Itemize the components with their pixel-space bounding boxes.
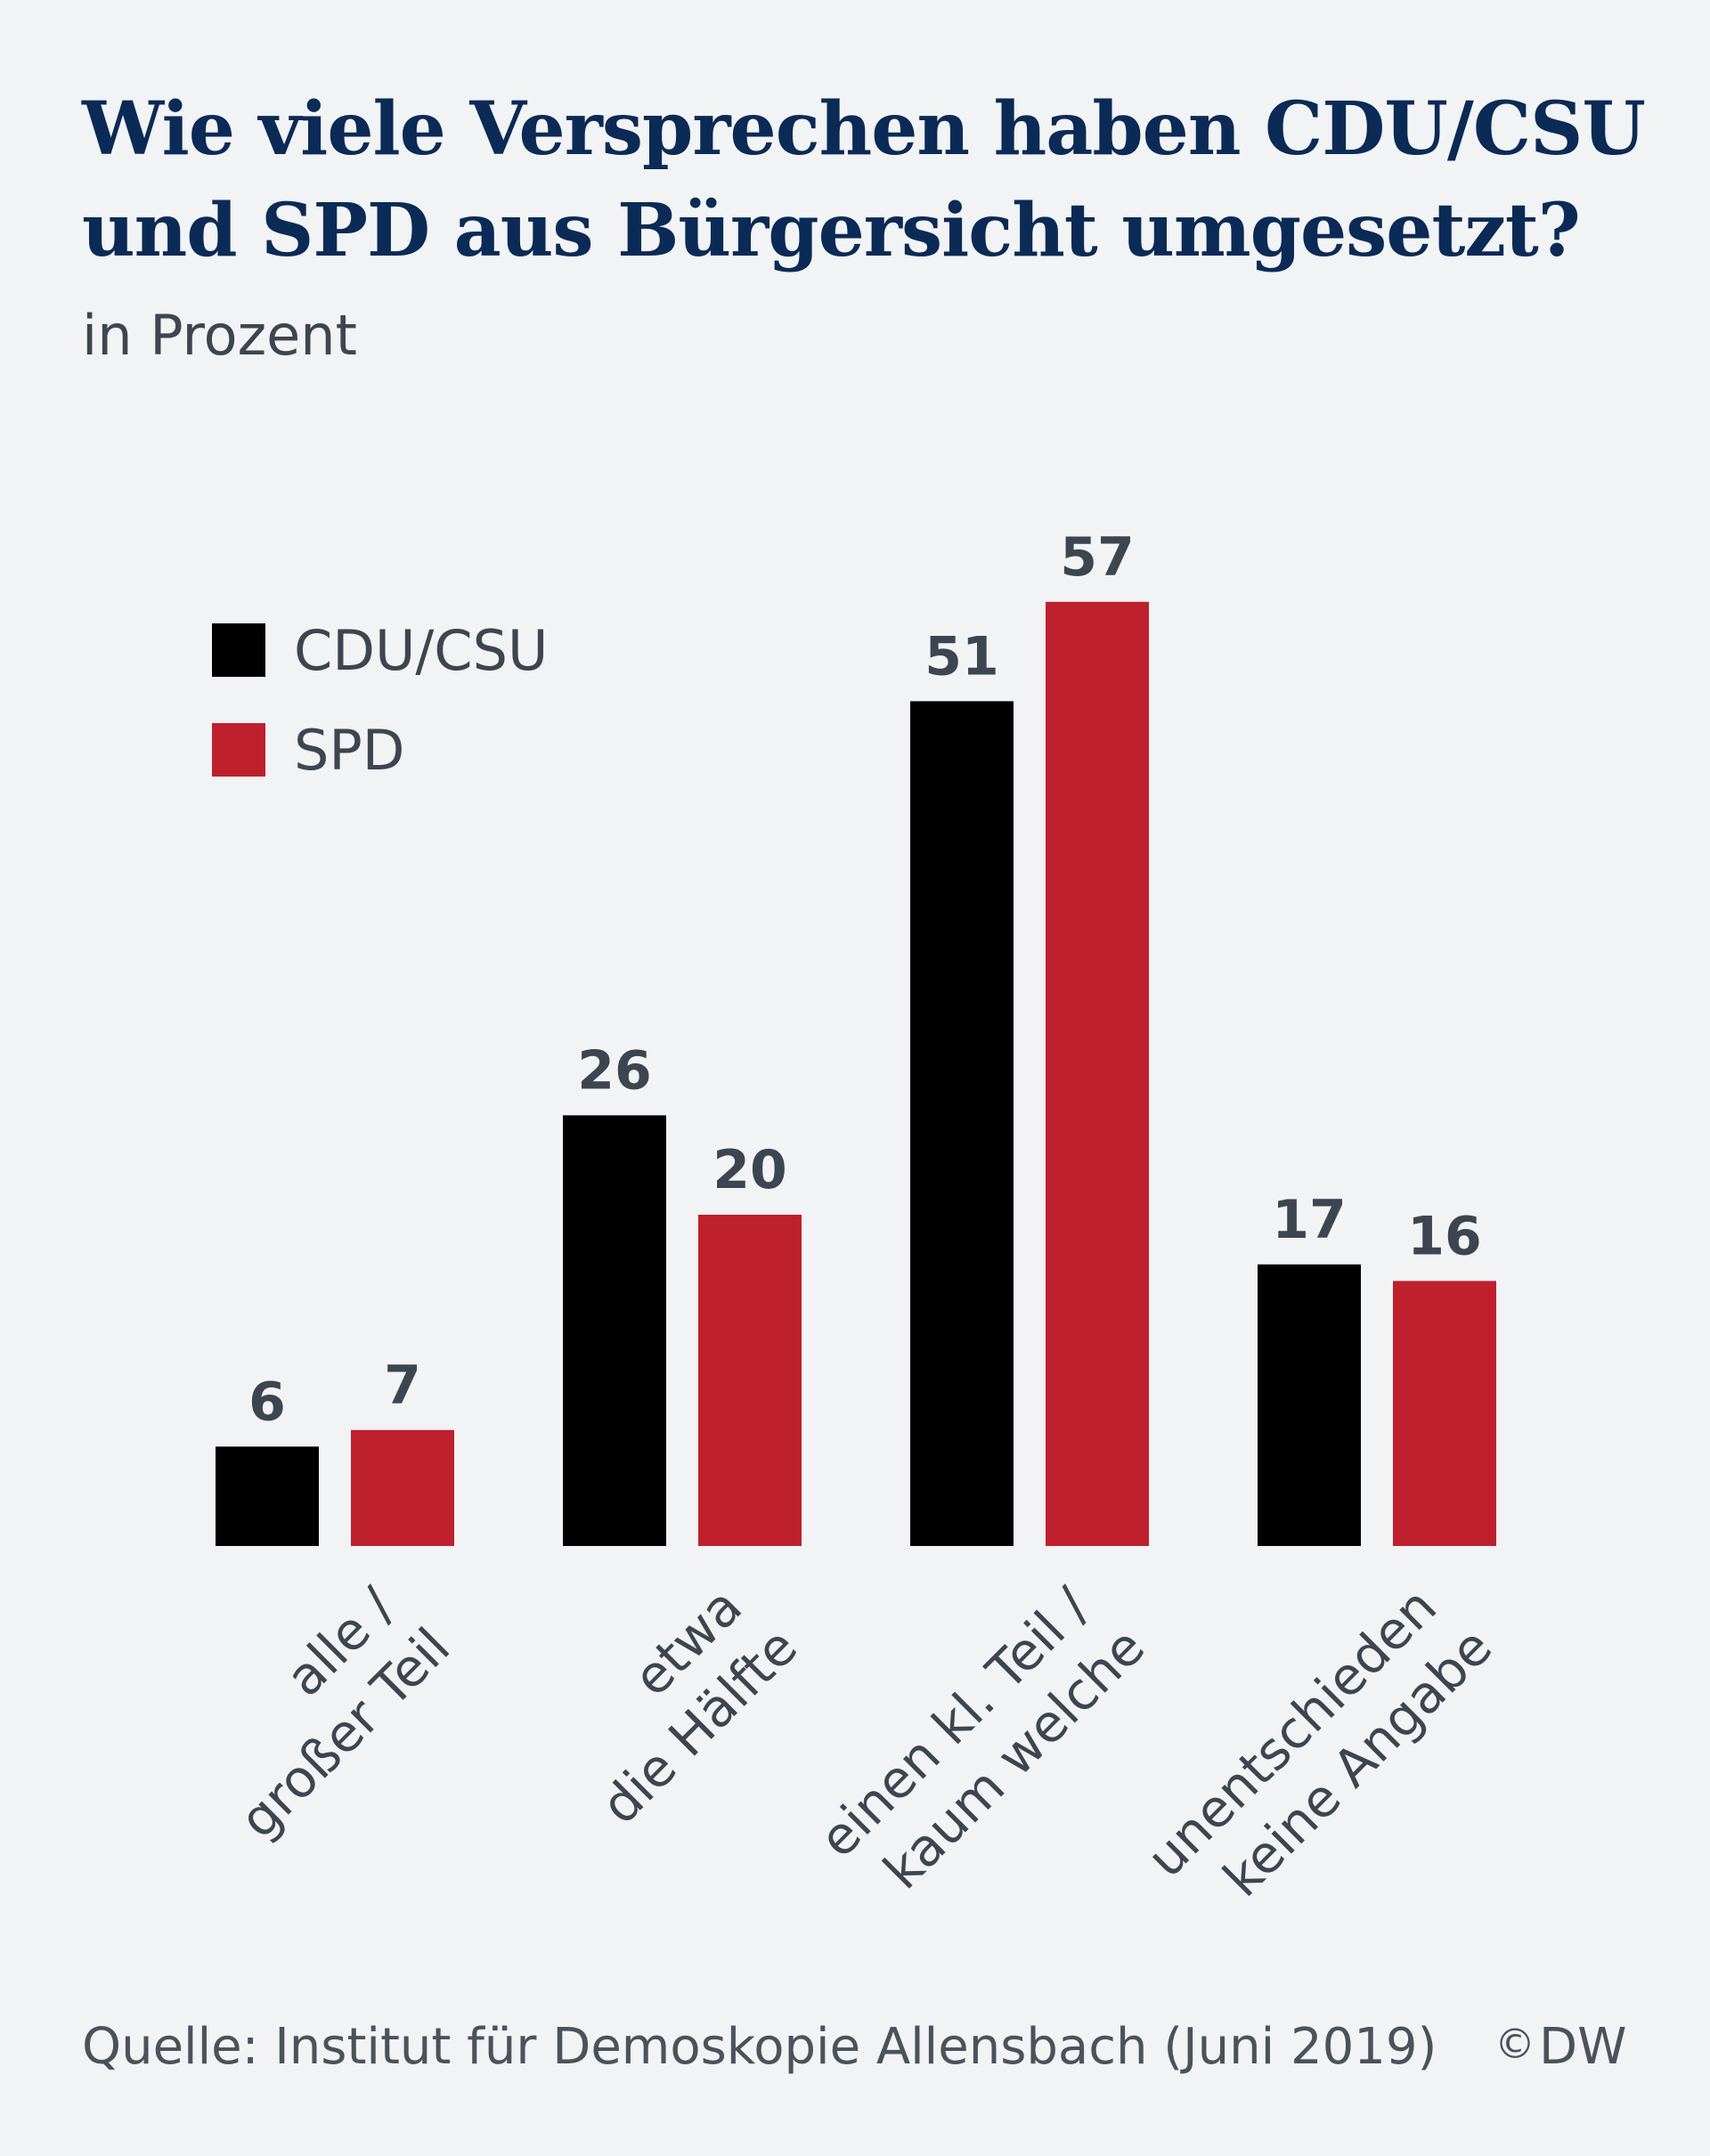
data-label-spd-1: 7 (384, 1355, 421, 1417)
data-label-cducsu-3: 51 (924, 625, 999, 687)
bar-cducsu-1 (216, 1446, 319, 1546)
legend-swatch-cducsu (212, 623, 265, 677)
data-label-spd-3: 57 (1060, 526, 1135, 589)
data-label-cducsu-1: 6 (248, 1371, 286, 1433)
data-label-spd-4: 16 (1407, 1205, 1482, 1267)
credit-label: DW (1539, 2018, 1627, 2076)
data-label-spd-2: 20 (712, 1139, 787, 1201)
bar-cducsu-2 (563, 1115, 666, 1546)
bar-cducsu-4 (1258, 1264, 1361, 1546)
title-line-2: und SPD aus Bürgersicht umgesetzt? (82, 188, 1581, 273)
bar-spd-2 (698, 1215, 802, 1546)
bar-spd-3 (1046, 601, 1149, 1546)
category-label-1: alle /großer Teil (228, 1575, 461, 1850)
chart-subtitle: in Prozent (82, 303, 357, 368)
data-label-cducsu-4: 17 (1272, 1189, 1347, 1251)
legend-swatch-spd (212, 723, 265, 777)
credit: ©DW (1494, 2018, 1627, 2076)
legend-label-spd: SPD (294, 718, 404, 783)
bar-cducsu-3 (910, 701, 1014, 1546)
bar-spd-1 (351, 1429, 454, 1546)
bar-spd-4 (1393, 1281, 1496, 1546)
category-label-3: einen kl. Teil /kaum welche (808, 1575, 1156, 1900)
data-label-cducsu-2: 26 (577, 1039, 652, 1102)
copyright-symbol: © (1494, 2020, 1535, 2068)
title-line-1: Wie viele Versprechen haben CDU/CSU (82, 86, 1646, 172)
legend-label-cducsu: CDU/CSU (294, 618, 548, 683)
source-note: Quelle: Institut für Demoskopie Allensba… (82, 2018, 1437, 2076)
chart-title: Wie viele Versprechen haben CDU/CSU und … (82, 78, 1649, 281)
